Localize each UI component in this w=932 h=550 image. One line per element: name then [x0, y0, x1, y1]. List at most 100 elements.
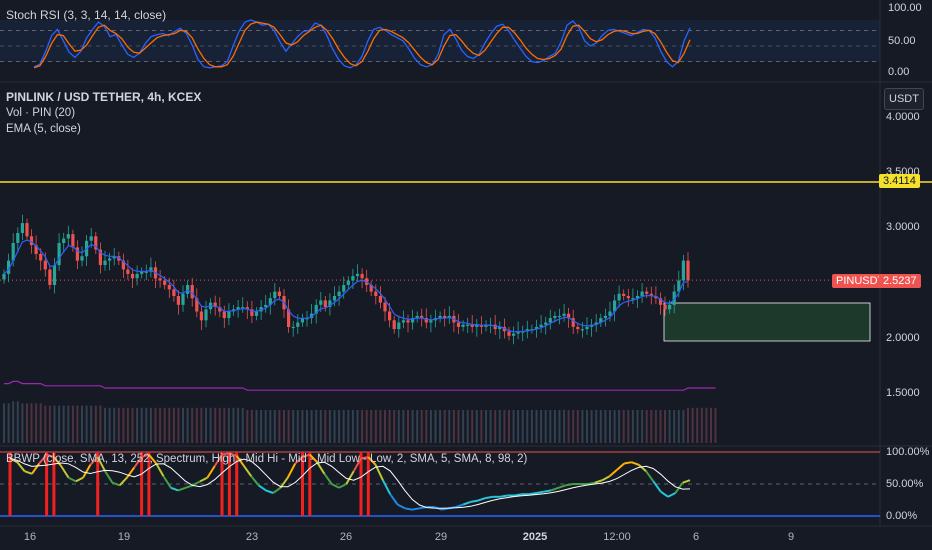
- bbwp-axis-label-100: 100.00%: [886, 446, 930, 458]
- volume-bar: [237, 407, 240, 443]
- volume-bar: [260, 410, 263, 443]
- bbwp-spectrum-segment: [382, 479, 392, 495]
- volume-bar: [195, 407, 198, 443]
- volume-bar: [81, 405, 83, 443]
- candle-body: [25, 223, 29, 237]
- candle-body: [355, 273, 360, 277]
- candle-body: [163, 280, 167, 285]
- bbwp-spectrum-segment: [352, 457, 362, 472]
- candle-body: [16, 233, 20, 243]
- price-axis-label: 3.0000: [886, 221, 920, 233]
- candle-body: [516, 331, 520, 334]
- volume-legend[interactable]: Vol · PIN (20): [6, 107, 76, 119]
- last-symbol-tag: PINUSDT: [832, 274, 889, 288]
- candle-body: [190, 285, 194, 299]
- bbwp-spectrum-segment: [53, 456, 62, 467]
- volume-bar: [696, 407, 699, 443]
- time-axis-label: 12:00: [603, 531, 631, 543]
- volume-bar: [452, 410, 455, 443]
- candle-body: [351, 276, 355, 281]
- time-axis-label: 23: [245, 531, 259, 543]
- candle-body: [502, 326, 506, 332]
- bbwp-spectrum-segment: [367, 456, 377, 466]
- bbwp-axis-label-50: 50.00%: [886, 478, 924, 490]
- bbwp-spectrum-segment: [133, 456, 143, 468]
- bbwp-spectrum-segment: [470, 499, 479, 503]
- horizontal-line-price-tag[interactable]: 3.4114: [879, 174, 920, 188]
- volume-bar: [324, 410, 327, 443]
- candle-body: [135, 273, 139, 279]
- volume-bar: [407, 410, 409, 443]
- volume-bar: [71, 405, 74, 443]
- time-axis-label: 19: [117, 531, 131, 543]
- volume-bar: [315, 410, 318, 443]
- volume-bar: [631, 410, 634, 443]
- candle-body: [470, 324, 474, 327]
- volume-bar: [342, 410, 345, 443]
- candle-body: [11, 243, 15, 261]
- volume-bar: [420, 410, 423, 443]
- candle-body: [158, 278, 162, 281]
- volume-bar: [613, 410, 616, 443]
- bbwp-spectrum-segment: [75, 476, 84, 483]
- bbwp-title[interactable]: BBWP (close, SMA, 13, 252, Spectrum, Hig…: [6, 453, 528, 465]
- bbwp-spectrum-segment: [550, 486, 559, 492]
- candle-body: [176, 296, 180, 305]
- volume-bar: [604, 410, 607, 443]
- volume-bar: [306, 410, 308, 443]
- volume-bar: [374, 410, 377, 443]
- bbwp-spectrum-segment: [177, 486, 186, 492]
- volume-bar: [609, 410, 611, 443]
- volume-bar: [485, 410, 487, 443]
- candle-body: [29, 236, 34, 246]
- volume-bar: [205, 407, 207, 443]
- bbwp-spectrum-segment: [68, 476, 77, 483]
- volume-bar: [384, 410, 386, 443]
- ema-legend[interactable]: EMA (5, close): [6, 123, 81, 135]
- last-price-tag: 2.5237: [879, 274, 921, 288]
- candle-body: [461, 324, 465, 327]
- stoch-axis-label-100: 100.00: [888, 2, 922, 14]
- volume-bar: [540, 410, 543, 443]
- volume-bar: [494, 410, 497, 443]
- demand-zone-box: [663, 302, 871, 342]
- volume-bar: [278, 410, 281, 443]
- volume-bar: [599, 410, 602, 443]
- bbwp-extreme-bar: [301, 452, 304, 516]
- volume-bar: [586, 410, 588, 443]
- currency-chip[interactable]: USDT: [884, 88, 924, 110]
- candle-body: [603, 315, 607, 319]
- volume-bar: [443, 410, 446, 443]
- candle-body: [557, 315, 562, 318]
- volume-bar: [687, 407, 689, 443]
- volume-bar: [292, 410, 295, 443]
- candle-body: [622, 293, 626, 296]
- bbwp-spectrum-segment: [82, 464, 92, 479]
- candle-body: [310, 313, 314, 319]
- volume-bar: [177, 407, 180, 443]
- bbwp-axis-label-0: 0.00%: [886, 510, 918, 522]
- volume-bar: [347, 410, 350, 443]
- bbwp-spectrum-segment: [558, 484, 567, 489]
- bbwp-spectrum-segment: [24, 470, 33, 475]
- bbwp-spectrum-segment: [645, 470, 655, 482]
- candle-body: [140, 271, 144, 274]
- volume-bar: [351, 410, 354, 443]
- candle-body: [48, 269, 52, 285]
- volume-bar: [576, 410, 579, 443]
- bbwp-spectrum-segment: [148, 453, 157, 465]
- volume-bar: [544, 410, 547, 443]
- volume-bar: [388, 410, 391, 443]
- volume-bar: [283, 410, 285, 443]
- candle-body: [254, 311, 259, 316]
- volume-bar: [668, 410, 671, 443]
- symbol-title[interactable]: PINLINK / USD TETHER, 4h, KCEX: [6, 90, 202, 104]
- candle-body: [548, 318, 552, 323]
- stoch-rsi-title[interactable]: Stoch RSI (3, 3, 14, 14, close): [6, 8, 167, 22]
- candle-body: [585, 326, 589, 330]
- bbwp-extreme-bar: [220, 452, 224, 516]
- volume-bar: [622, 410, 625, 443]
- time-axis-label: 16: [23, 531, 37, 543]
- bbwp-extreme-bar: [359, 452, 363, 516]
